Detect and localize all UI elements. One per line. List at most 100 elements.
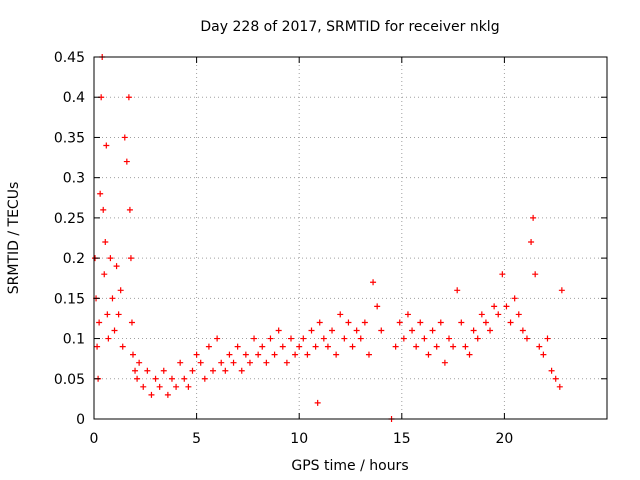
data-point <box>308 327 315 334</box>
data-point <box>296 343 303 350</box>
data-point <box>214 335 221 342</box>
data-point <box>97 190 104 197</box>
data-point <box>279 343 286 350</box>
data-point <box>454 287 461 294</box>
data-point <box>189 367 196 374</box>
data-point <box>160 367 167 374</box>
y-axis-label: SRMTID / TECUs <box>6 182 22 295</box>
data-point <box>148 391 155 398</box>
y-tick-label: 0.3 <box>63 171 85 187</box>
data-point <box>96 319 103 326</box>
data-point <box>413 343 420 350</box>
data-point <box>132 367 139 374</box>
data-point <box>226 351 233 358</box>
y-tick-label: 0.15 <box>54 291 85 307</box>
data-point <box>193 351 200 358</box>
y-tick-label: 0.2 <box>63 251 85 267</box>
data-point <box>365 351 372 358</box>
x-tick-label: 5 <box>192 431 201 447</box>
data-point <box>396 319 403 326</box>
data-point <box>168 375 175 382</box>
data-point <box>437 319 444 326</box>
data-point <box>238 367 245 374</box>
data-point <box>287 335 294 342</box>
data-point <box>126 206 133 213</box>
data-point <box>378 327 385 334</box>
data-point <box>263 359 270 366</box>
data-point <box>530 214 537 221</box>
data-point <box>425 351 432 358</box>
data-point <box>470 327 477 334</box>
data-point <box>536 343 543 350</box>
data-point <box>532 271 539 278</box>
data-point <box>528 239 535 246</box>
data-point <box>210 367 217 374</box>
data-point <box>556 383 563 390</box>
data-point <box>234 343 241 350</box>
data-point <box>173 383 180 390</box>
data-point <box>558 287 565 294</box>
y-tick-label: 0.4 <box>63 90 85 106</box>
data-point <box>201 375 208 382</box>
data-point <box>128 319 135 326</box>
data-point <box>400 335 407 342</box>
data-point <box>349 343 356 350</box>
data-point <box>107 255 114 262</box>
data-point <box>491 303 498 310</box>
data-point <box>421 335 428 342</box>
data-point <box>404 311 411 318</box>
data-point <box>409 327 416 334</box>
data-point <box>466 351 473 358</box>
data-point <box>117 287 124 294</box>
data-point <box>125 94 132 101</box>
data-point <box>259 343 266 350</box>
data-point <box>345 319 352 326</box>
data-point <box>495 311 502 318</box>
data-point <box>300 335 307 342</box>
data-point <box>511 295 518 302</box>
data-point <box>119 343 126 350</box>
data-point <box>357 335 364 342</box>
data-point <box>374 303 381 310</box>
chart-title: Day 228 of 2017, SRMTID for receiver nkl… <box>200 19 499 35</box>
data-point <box>100 206 107 213</box>
y-tick-label: 0.35 <box>54 130 85 146</box>
x-tick-label: 10 <box>290 431 308 447</box>
y-tick-label: 0.1 <box>63 332 85 348</box>
data-point <box>136 359 143 366</box>
data-point <box>324 343 331 350</box>
data-point <box>353 327 360 334</box>
data-point <box>205 343 212 350</box>
data-point <box>417 319 424 326</box>
data-point <box>255 351 262 358</box>
data-point <box>441 359 448 366</box>
data-point <box>271 351 278 358</box>
data-point <box>548 367 555 374</box>
data-point <box>320 335 327 342</box>
data-point <box>316 319 323 326</box>
data-point <box>177 359 184 366</box>
y-tick-label: 0.25 <box>54 211 85 227</box>
data-point <box>462 343 469 350</box>
x-tick-label: 0 <box>90 431 99 447</box>
data-point <box>499 271 506 278</box>
data-point <box>102 239 109 246</box>
data-point <box>134 375 141 382</box>
data-point <box>487 327 494 334</box>
data-point <box>503 303 510 310</box>
data-point <box>121 134 128 141</box>
data-point <box>105 335 112 342</box>
y-tick-label: 0 <box>76 412 85 428</box>
data-point <box>111 327 118 334</box>
data-point <box>515 311 522 318</box>
data-point <box>474 335 481 342</box>
data-point <box>329 327 336 334</box>
data-point <box>115 311 122 318</box>
data-point <box>185 383 192 390</box>
x-tick-label: 15 <box>393 431 411 447</box>
data-point <box>312 343 319 350</box>
data-point <box>445 335 452 342</box>
data-point <box>113 263 120 270</box>
data-point <box>275 327 282 334</box>
